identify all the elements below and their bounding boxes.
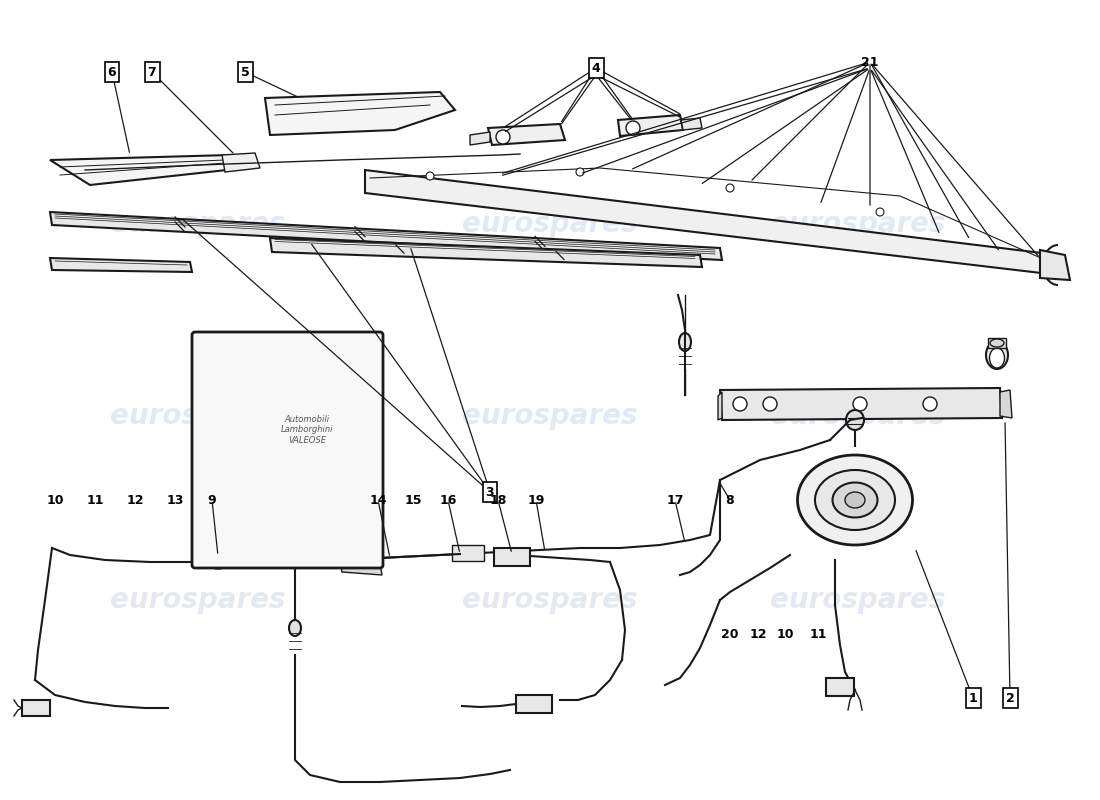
Text: 8: 8 (726, 494, 735, 506)
Polygon shape (365, 170, 1058, 275)
Bar (452, 545, 484, 561)
Ellipse shape (852, 397, 867, 411)
Text: 17: 17 (667, 494, 684, 506)
Bar (22, 700, 50, 716)
Text: eurospares: eurospares (110, 586, 286, 614)
Text: 13: 13 (166, 494, 184, 506)
Bar (826, 678, 854, 696)
Ellipse shape (876, 208, 884, 216)
Text: Automobili
Lamborghini
VALEOSE: Automobili Lamborghini VALEOSE (280, 415, 333, 445)
Text: 14: 14 (370, 494, 387, 506)
Text: eurospares: eurospares (770, 402, 946, 430)
Text: eurospares: eurospares (462, 586, 638, 614)
Ellipse shape (289, 620, 301, 636)
Polygon shape (1000, 390, 1012, 418)
Text: 3: 3 (486, 486, 494, 498)
Ellipse shape (923, 397, 937, 411)
Text: 16: 16 (439, 494, 456, 506)
Text: 4: 4 (592, 62, 601, 74)
Text: 11: 11 (86, 494, 103, 506)
Polygon shape (470, 132, 490, 145)
Ellipse shape (990, 339, 1004, 347)
Polygon shape (681, 118, 702, 130)
Ellipse shape (815, 470, 895, 530)
Ellipse shape (986, 341, 1008, 369)
Polygon shape (265, 92, 455, 135)
Ellipse shape (230, 385, 250, 405)
Polygon shape (50, 258, 192, 272)
Text: eurospares: eurospares (110, 210, 286, 238)
Text: 6: 6 (108, 66, 117, 78)
Text: 1: 1 (969, 691, 978, 705)
FancyBboxPatch shape (192, 332, 383, 568)
Text: 10: 10 (46, 494, 64, 506)
Text: eurospares: eurospares (462, 402, 638, 430)
Polygon shape (195, 555, 242, 568)
Text: eurospares: eurospares (770, 210, 946, 238)
Text: 2: 2 (1005, 691, 1014, 705)
Text: 20: 20 (722, 629, 739, 642)
Text: 21: 21 (861, 55, 879, 69)
Ellipse shape (763, 397, 777, 411)
Text: 18: 18 (490, 494, 507, 506)
Ellipse shape (496, 130, 510, 144)
Ellipse shape (322, 549, 344, 563)
Polygon shape (718, 392, 722, 420)
Polygon shape (310, 550, 358, 562)
Polygon shape (488, 124, 565, 145)
Ellipse shape (990, 348, 1004, 368)
Ellipse shape (626, 121, 640, 135)
Text: 9: 9 (208, 494, 217, 506)
Ellipse shape (733, 397, 747, 411)
Ellipse shape (576, 168, 584, 176)
Ellipse shape (226, 380, 255, 410)
Text: 7: 7 (147, 66, 156, 78)
Bar (516, 695, 552, 713)
Text: eurospares: eurospares (770, 586, 946, 614)
Text: 11: 11 (810, 629, 827, 642)
Ellipse shape (207, 555, 229, 569)
Text: eurospares: eurospares (462, 210, 638, 238)
Polygon shape (1040, 250, 1070, 280)
Ellipse shape (231, 342, 249, 355)
Ellipse shape (226, 339, 255, 361)
Polygon shape (50, 212, 722, 260)
Polygon shape (618, 115, 683, 136)
Ellipse shape (679, 333, 691, 351)
Text: eurospares: eurospares (110, 402, 286, 430)
Ellipse shape (833, 482, 878, 518)
Text: 15: 15 (405, 494, 421, 506)
Ellipse shape (798, 455, 913, 545)
Ellipse shape (218, 336, 263, 368)
Polygon shape (340, 561, 382, 575)
Ellipse shape (346, 551, 364, 565)
Ellipse shape (846, 410, 864, 430)
Bar (988, 338, 1007, 348)
Ellipse shape (426, 172, 434, 180)
Ellipse shape (845, 492, 865, 508)
Text: 12: 12 (126, 494, 144, 506)
Polygon shape (720, 388, 1002, 420)
Text: 12: 12 (749, 629, 767, 642)
Polygon shape (222, 153, 260, 172)
Ellipse shape (726, 184, 734, 192)
Bar (494, 548, 530, 566)
Polygon shape (270, 238, 702, 267)
Text: 5: 5 (241, 66, 250, 78)
Polygon shape (50, 155, 245, 185)
Text: 19: 19 (527, 494, 544, 506)
Text: 10: 10 (777, 629, 794, 642)
